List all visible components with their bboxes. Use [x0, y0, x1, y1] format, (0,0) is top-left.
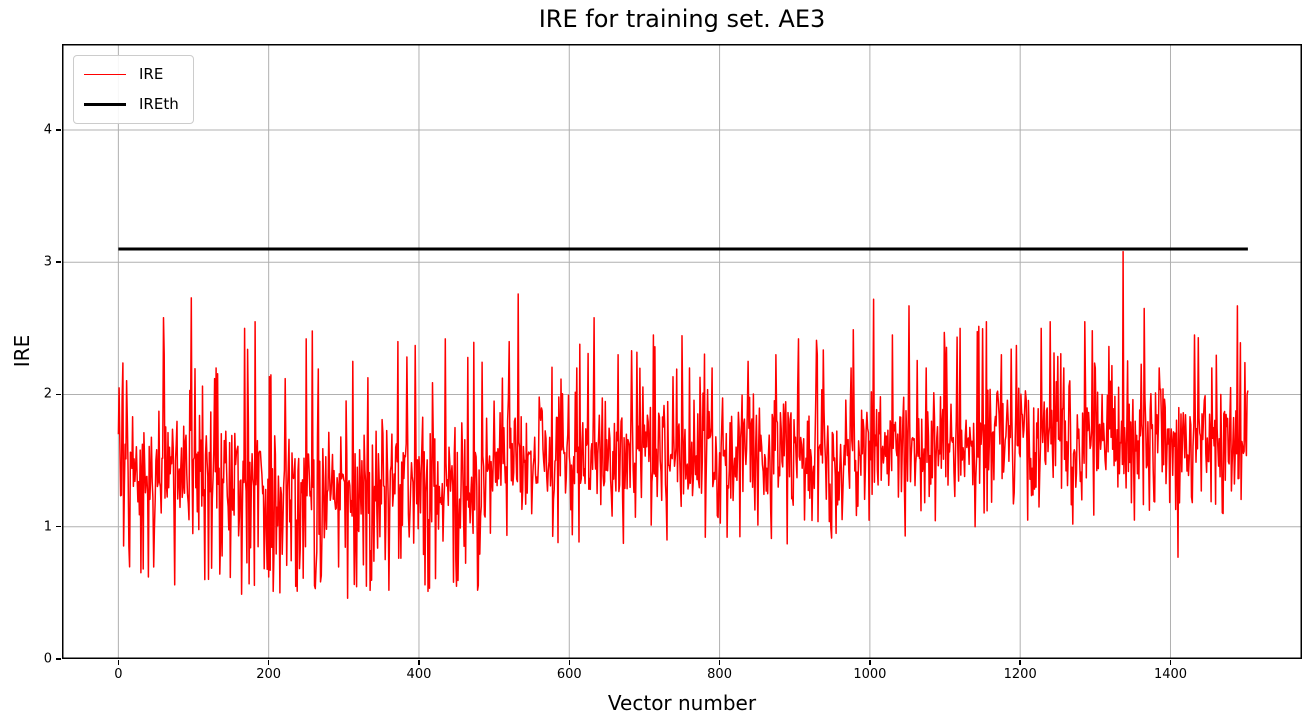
x-tick-mark [267, 660, 270, 665]
x-tick-label: 1200 [1003, 667, 1037, 682]
x-tick-mark [869, 660, 871, 665]
legend-line-sample-ire [84, 73, 126, 76]
x-tick-mark [1169, 660, 1172, 665]
y-tick-label: 1 [43, 519, 52, 535]
legend-item-ireth: IREth [84, 96, 179, 113]
legend-line-sample-ireth [84, 103, 126, 106]
y-tick-label: 0 [43, 651, 52, 667]
y-tick-label: 4 [43, 122, 52, 138]
plot-area: IRE IREth [62, 44, 1302, 659]
legend: IRE IREth [73, 55, 194, 124]
x-tick-label: 0 [114, 667, 123, 682]
x-tick-label: 200 [256, 667, 282, 682]
y-tick-label: 3 [43, 254, 52, 270]
y-tick-mark [56, 525, 61, 528]
y-tick-mark [56, 393, 61, 396]
x-tick-mark [117, 660, 120, 665]
legend-label-ire: IRE [139, 65, 164, 83]
plot-canvas [62, 44, 1302, 659]
y-tick-mark [56, 658, 61, 660]
x-tick-label: 800 [707, 667, 732, 682]
y-tick-label: 2 [43, 386, 52, 402]
y-tick-mark [56, 129, 61, 131]
legend-item-ire: IRE [84, 66, 179, 83]
x-tick-mark [1019, 660, 1021, 665]
chart-title: IRE for training set. AE3 [538, 5, 826, 33]
y-tick-mark [56, 261, 61, 263]
x-tick-label: 1000 [853, 667, 887, 682]
x-tick-mark [568, 660, 571, 665]
y-axis-label: IRE [10, 334, 34, 368]
x-tick-label: 400 [406, 667, 432, 682]
x-tick-label: 600 [556, 667, 582, 682]
x-axis-label: Vector number [607, 691, 757, 715]
x-tick-mark [718, 660, 721, 665]
x-tick-label: 1400 [1153, 667, 1188, 682]
x-tick-mark [418, 660, 420, 665]
legend-label-ireth: IREth [139, 95, 179, 113]
